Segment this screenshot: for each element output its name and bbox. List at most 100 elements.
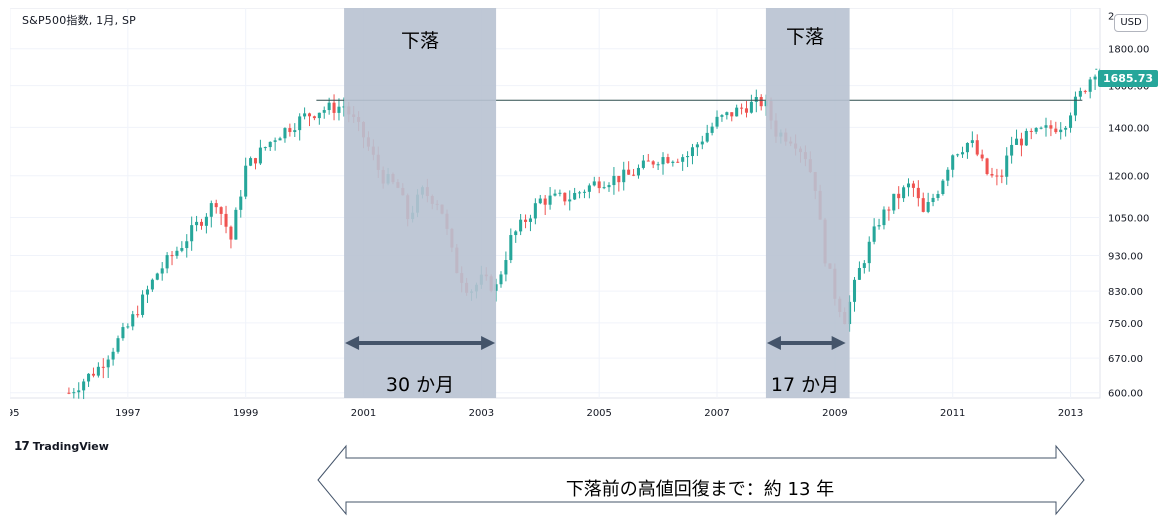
y-tick-label: 1800.00: [1108, 45, 1149, 56]
candle-body: [951, 155, 955, 170]
candle-body: [882, 209, 886, 226]
candle-body: [87, 373, 91, 382]
candle-body: [597, 181, 601, 189]
candle-body: [106, 359, 110, 368]
last-price-label: 1685.73: [1098, 70, 1158, 87]
candle-body: [985, 158, 989, 175]
candle-body: [1059, 129, 1063, 133]
candle-body: [1054, 128, 1058, 133]
candle-body: [96, 366, 100, 376]
candle-body: [587, 185, 591, 192]
candle-body: [288, 128, 292, 133]
candle-body: [317, 112, 321, 119]
candle-body: [332, 102, 336, 113]
candle-body: [528, 218, 532, 222]
candle-body: [956, 154, 960, 156]
candlestick-chart[interactable]: 600.00 670.00 750.00 830.00 930.00 1050.00 120…: [10, 8, 1168, 428]
y-tick-label-partial: 2: [1108, 12, 1114, 23]
candle-body: [862, 263, 866, 268]
candle-body: [1015, 138, 1019, 145]
candle-body: [641, 160, 645, 168]
candle-body: [897, 193, 901, 199]
y-tick-label: 1200.00: [1108, 172, 1149, 183]
candle-body: [190, 225, 194, 242]
candle-body: [990, 174, 994, 176]
candle-body: [519, 219, 523, 232]
candle-body: [612, 175, 616, 186]
candle-body: [965, 142, 969, 153]
candle-body: [941, 180, 945, 195]
candle-body: [690, 147, 694, 157]
candle-body: [970, 140, 974, 143]
candle-body: [337, 106, 341, 113]
candle-body: [322, 110, 326, 113]
candle-body: [867, 241, 871, 264]
currency-button[interactable]: USD: [1114, 14, 1148, 32]
candle-body: [1064, 127, 1068, 130]
y-tick-label: 1050.00: [1108, 214, 1149, 225]
candle-body: [1083, 90, 1087, 92]
candle-body: [553, 193, 557, 196]
candle-body: [568, 199, 572, 202]
candle-body: [1039, 127, 1043, 129]
candle-body: [283, 128, 287, 139]
candle-body: [219, 207, 223, 214]
candle-body: [877, 225, 881, 227]
recovery-arrow-shape: [317, 444, 1085, 516]
candle-body: [995, 175, 999, 177]
candle-body: [892, 193, 896, 211]
candle-body: [268, 141, 272, 148]
candle-body: [273, 140, 277, 142]
candle-body: [195, 221, 199, 226]
candle-body: [617, 175, 621, 183]
candle-body: [298, 116, 302, 131]
candle-body: [72, 392, 76, 394]
candle-body: [514, 231, 518, 236]
candle-body: [661, 157, 665, 165]
candle-body: [1029, 130, 1033, 132]
candle-body: [131, 314, 135, 327]
candle-body: [656, 164, 660, 166]
candle-body: [1044, 125, 1048, 128]
tradingview-brand-text: TradingView: [32, 439, 109, 453]
candle-body: [509, 235, 513, 261]
candle-body: [563, 192, 567, 202]
candle-body: [307, 113, 312, 117]
tradingview-logo[interactable]: 17 TradingView: [14, 439, 109, 453]
candle-body: [921, 198, 925, 212]
candle-body: [558, 192, 562, 194]
candle-body: [754, 97, 758, 102]
duration-arrow-head-right-1: [481, 336, 496, 350]
y-tick-label: 1600.00: [1108, 82, 1149, 93]
y-tick-label: 670.00: [1108, 354, 1143, 365]
candle-body: [715, 116, 719, 127]
candle-body: [961, 152, 965, 155]
candle-body: [342, 106, 346, 108]
candle-body: [975, 140, 979, 155]
candle-body: [710, 126, 714, 133]
candle-body: [204, 216, 208, 226]
candle-body: [494, 284, 498, 291]
candle-body: [293, 130, 297, 133]
duration-label-2: 17 か月: [770, 374, 840, 396]
candle-body: [744, 108, 749, 113]
candle-body: [199, 221, 204, 226]
candle-body: [263, 147, 267, 149]
candle-body: [1024, 130, 1028, 146]
candle-body: [239, 196, 243, 210]
candle-body: [244, 165, 248, 197]
candle-body: [258, 147, 262, 164]
candle-body: [1078, 90, 1082, 97]
candle-body: [91, 373, 95, 376]
candle-body: [224, 213, 228, 227]
candle-body: [82, 381, 86, 391]
candle-body: [926, 202, 930, 212]
candle-body: [185, 241, 189, 249]
candle-body: [253, 158, 258, 164]
candle-body: [136, 314, 140, 316]
candle-body: [911, 183, 915, 188]
candle-body: [749, 101, 753, 113]
candle-body: [857, 267, 861, 280]
candle-body: [872, 226, 876, 242]
